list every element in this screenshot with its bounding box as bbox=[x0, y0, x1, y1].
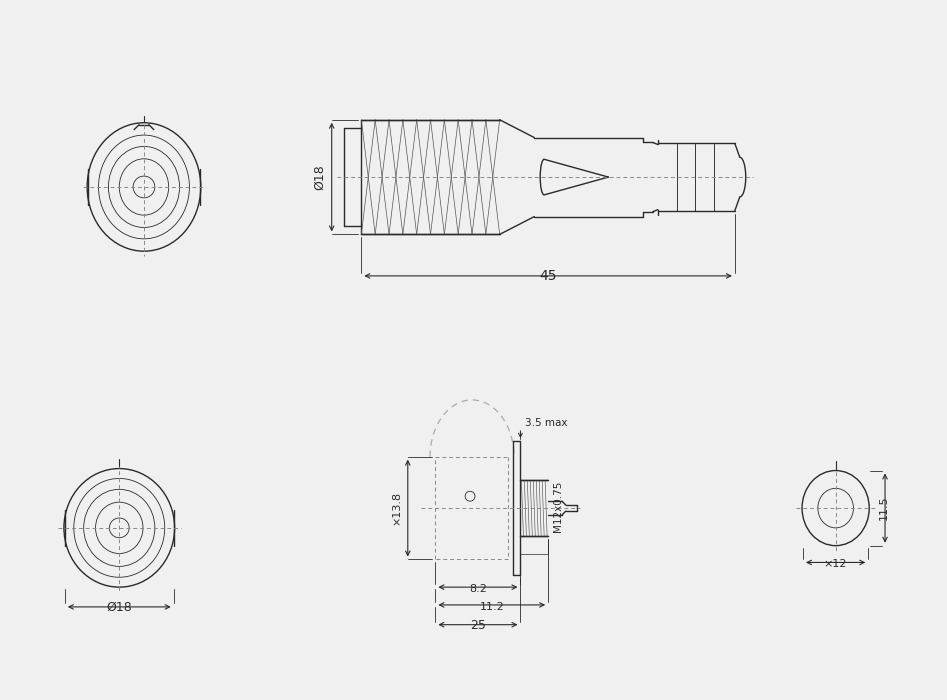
Text: 25: 25 bbox=[470, 619, 486, 631]
Text: ×12: ×12 bbox=[824, 559, 848, 569]
Text: 8.2: 8.2 bbox=[469, 584, 487, 594]
Text: Ø18: Ø18 bbox=[106, 601, 133, 614]
Text: 3.5 max: 3.5 max bbox=[526, 418, 568, 428]
Text: 45: 45 bbox=[540, 269, 557, 283]
Text: 11.2: 11.2 bbox=[479, 602, 504, 612]
Text: ×13.8: ×13.8 bbox=[392, 491, 402, 525]
Text: Ø18: Ø18 bbox=[313, 164, 326, 190]
Text: M12x0.75: M12x0.75 bbox=[553, 480, 563, 532]
Text: 11.5: 11.5 bbox=[879, 496, 889, 520]
